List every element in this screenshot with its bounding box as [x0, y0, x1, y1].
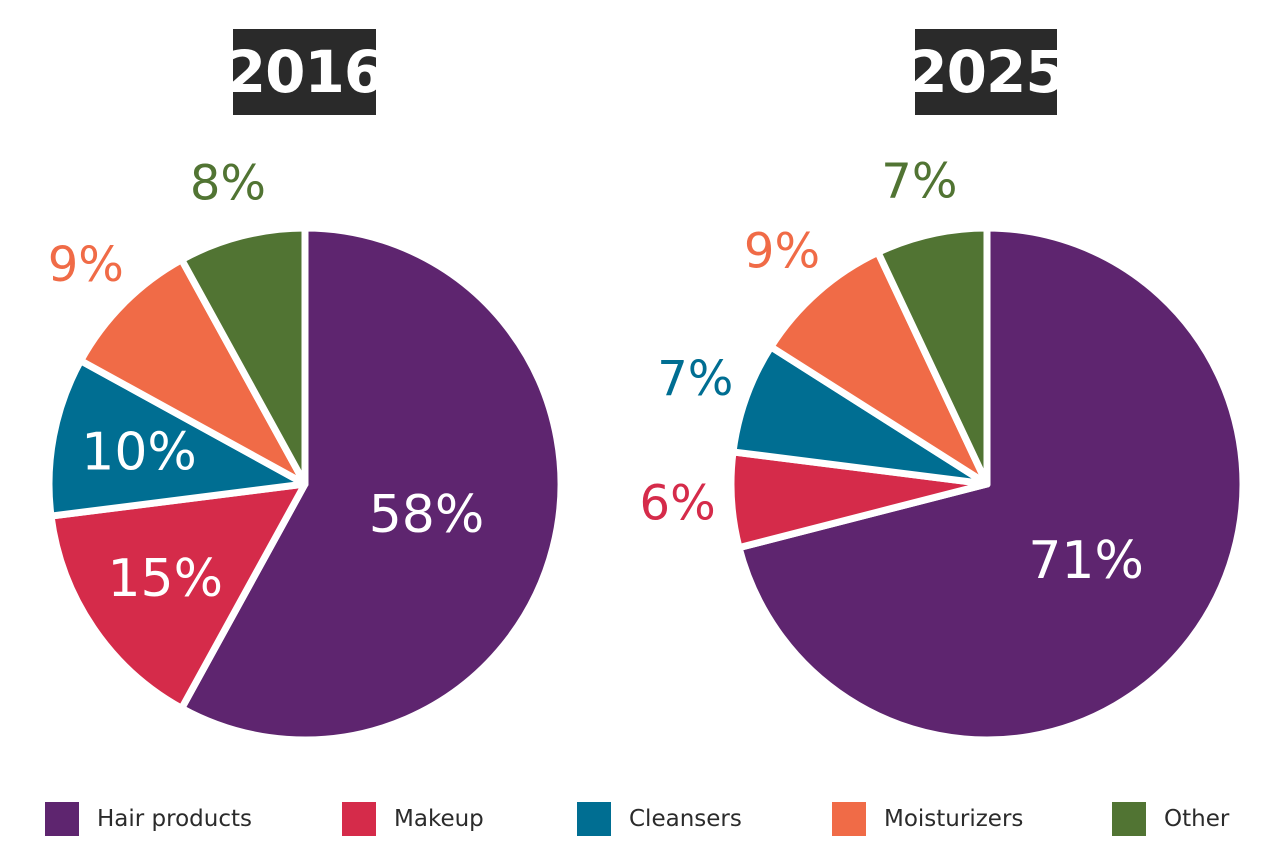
legend-label: Cleansers	[629, 806, 742, 832]
legend-label: Makeup	[394, 806, 484, 832]
legend: Hair products Makeup Cleansers Moisturiz…	[0, 799, 1280, 839]
legend-swatch-moisturizers	[832, 802, 866, 836]
pie-slice-moisturizers	[77, 256, 309, 488]
legend-item-cleansers: Cleansers	[577, 799, 742, 839]
legend-item-moisturizers: Moisturizers	[832, 799, 1023, 839]
pie-slice-makeup	[47, 480, 309, 712]
legend-swatch-cleansers	[577, 802, 611, 836]
pie-label-makeup: 15%	[107, 549, 223, 609]
pie-label-moisturizers: 9%	[744, 223, 820, 279]
pie-label-other: 7%	[881, 153, 957, 209]
legend-swatch-hair-products	[45, 802, 79, 836]
legend-swatch-makeup	[342, 802, 376, 836]
legend-item-makeup: Makeup	[342, 799, 484, 839]
legend-item-hair-products: Hair products	[45, 799, 252, 839]
pie-slice-other	[874, 224, 991, 488]
chart-title-2025: 2025	[907, 29, 1066, 115]
pie-chart-2025: 71% 6% 7% 9% 7%	[640, 153, 1247, 744]
legend-item-other: Other	[1112, 799, 1229, 839]
pie-label-makeup: 6%	[640, 475, 716, 531]
legend-label: Moisturizers	[884, 806, 1024, 832]
legend-label: Other	[1164, 806, 1230, 832]
legend-label: Hair products	[97, 806, 252, 832]
pie-chart-2016: 58% 15% 10% 9% 8%	[45, 156, 565, 744]
pie-slice-cleansers	[45, 357, 309, 520]
pie-label-hair-products: 58%	[369, 485, 485, 545]
pie-slice-other	[178, 224, 309, 488]
pie-label-cleansers: 7%	[657, 351, 733, 407]
pie-label-other: 8%	[190, 156, 266, 212]
pie-label-moisturizers: 9%	[48, 237, 124, 293]
legend-swatch-other	[1112, 802, 1146, 836]
pie-slice-moisturizers	[767, 248, 991, 488]
chart-title-2016: 2016	[226, 29, 384, 115]
pie-slice-hair-products	[178, 224, 565, 744]
pie-label-cleansers: 10%	[81, 422, 197, 482]
pie-slice-hair-products	[735, 224, 1247, 744]
pie-label-hair-products: 71%	[1028, 531, 1144, 591]
